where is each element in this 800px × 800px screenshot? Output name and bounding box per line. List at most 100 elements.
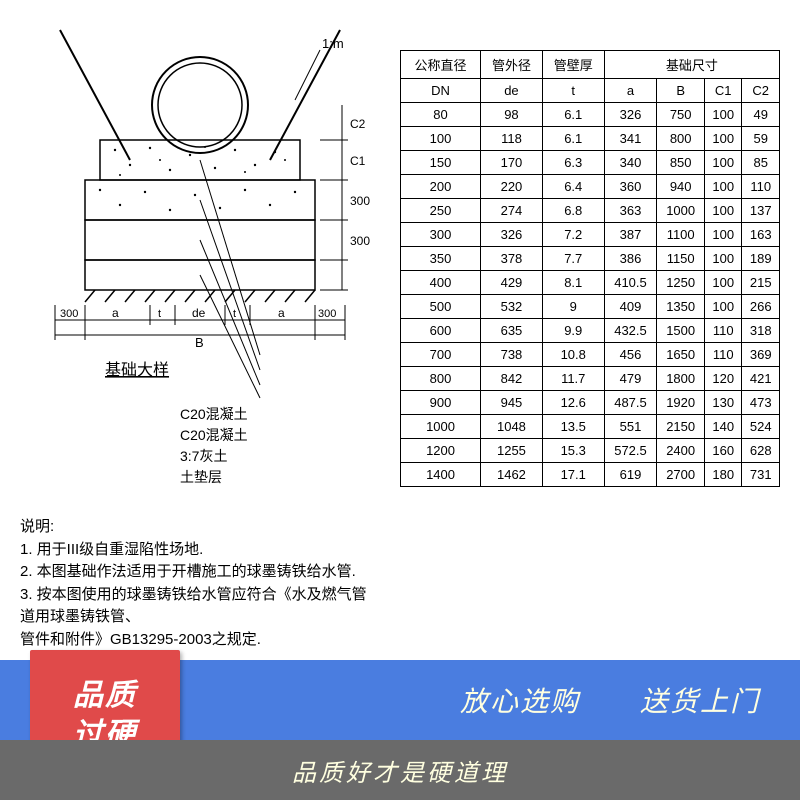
table-cell: 409	[604, 295, 657, 319]
table-cell: 945	[481, 391, 543, 415]
table-cell: 189	[742, 247, 780, 271]
th2: B	[657, 79, 705, 103]
table-cell: 1200	[401, 439, 481, 463]
notes-block: 说明: 1. 用于III级自重湿陷性场地. 2. 本图基础作法适用于开槽施工的球…	[20, 516, 380, 651]
table-cell: 2700	[657, 463, 705, 487]
table-cell: 487.5	[604, 391, 657, 415]
table-cell: 6.4	[542, 175, 604, 199]
table-cell: 137	[742, 199, 780, 223]
table-cell: 432.5	[604, 319, 657, 343]
table-row: 50053294091350100266	[401, 295, 780, 319]
table-cell: 100	[704, 271, 741, 295]
table-cell: 110	[704, 319, 741, 343]
table-cell: 49	[742, 103, 780, 127]
table-cell: 1400	[401, 463, 481, 487]
table-cell: 85	[742, 151, 780, 175]
table-cell: 1100	[657, 223, 705, 247]
table-cell: 163	[742, 223, 780, 247]
th-foundation: 基础尺寸	[604, 51, 779, 79]
table-row: 80986.132675010049	[401, 103, 780, 127]
badge-line1: 品质	[73, 676, 137, 715]
svg-text:300: 300	[350, 194, 370, 208]
table-cell: 524	[742, 415, 780, 439]
table-cell: 386	[604, 247, 657, 271]
table-cell: 118	[481, 127, 543, 151]
table-cell: 200	[401, 175, 481, 199]
table-cell: 1500	[657, 319, 705, 343]
table-cell: 378	[481, 247, 543, 271]
svg-text:B: B	[195, 335, 204, 350]
svg-text:300: 300	[350, 234, 370, 248]
table-row: 70073810.84561650110369	[401, 343, 780, 367]
table-cell: 400	[401, 271, 481, 295]
table-cell: 215	[742, 271, 780, 295]
table-cell: 100	[704, 295, 741, 319]
svg-text:C1: C1	[350, 154, 366, 168]
table-cell: 100	[401, 127, 481, 151]
table-cell: 6.1	[542, 103, 604, 127]
table-row: 3503787.73861150100189	[401, 247, 780, 271]
th2: C1	[704, 79, 741, 103]
table-cell: 7.2	[542, 223, 604, 247]
table-cell: 572.5	[604, 439, 657, 463]
table-cell: 274	[481, 199, 543, 223]
table-cell: 160	[704, 439, 741, 463]
th-de: 管外径	[481, 51, 543, 79]
table-cell: 1250	[657, 271, 705, 295]
table-cell: 300	[401, 223, 481, 247]
table-cell: 170	[481, 151, 543, 175]
th2: C2	[742, 79, 780, 103]
table-cell: 1920	[657, 391, 705, 415]
table-cell: 250	[401, 199, 481, 223]
table-cell: 1000	[657, 199, 705, 223]
table-cell: 12.6	[542, 391, 604, 415]
table-cell: 100	[704, 151, 741, 175]
table-cell: 473	[742, 391, 780, 415]
table-cell: 421	[742, 367, 780, 391]
table-cell: 10.8	[542, 343, 604, 367]
svg-text:C2: C2	[350, 117, 366, 131]
table-cell: 2150	[657, 415, 705, 439]
table-cell: 429	[481, 271, 543, 295]
table-cell: 150	[401, 151, 481, 175]
table-cell: 456	[604, 343, 657, 367]
promo-footer: 放心选购 送货上门 品质 过硬 品质好才是硬道理	[0, 660, 800, 800]
table-cell: 410.5	[604, 271, 657, 295]
svg-text:300: 300	[318, 308, 336, 320]
table-cell: 110	[742, 175, 780, 199]
scale-label: 1:m	[322, 36, 344, 51]
note-line: 2. 本图基础作法适用于开槽施工的球墨铸铁给水管.	[20, 561, 380, 584]
table-cell: 6.3	[542, 151, 604, 175]
table-cell: 363	[604, 199, 657, 223]
table-cell: 479	[604, 367, 657, 391]
table-cell: 731	[742, 463, 780, 487]
table-cell: 1800	[657, 367, 705, 391]
note-line: 管件和附件》GB13295-2003之规定.	[20, 629, 380, 652]
gray-bar: 品质好才是硬道理	[0, 740, 800, 800]
legend-item: 3:7灰土	[180, 446, 380, 467]
table-cell: 8.1	[542, 271, 604, 295]
th2: DN	[401, 79, 481, 103]
table-cell: 619	[604, 463, 657, 487]
table-cell: 1255	[481, 439, 543, 463]
table-cell: 100	[704, 247, 741, 271]
table-cell: 100	[704, 199, 741, 223]
table-cell: 750	[657, 103, 705, 127]
table-cell: 130	[704, 391, 741, 415]
legend-item: 土垫层	[180, 467, 380, 488]
table-cell: 1650	[657, 343, 705, 367]
table-row: 4004298.1410.51250100215	[401, 271, 780, 295]
table-cell: 341	[604, 127, 657, 151]
table-cell: 13.5	[542, 415, 604, 439]
table-cell: 738	[481, 343, 543, 367]
table-cell: 1000	[401, 415, 481, 439]
table-row: 1501706.334085010085	[401, 151, 780, 175]
table-cell: 800	[401, 367, 481, 391]
table-cell: 1462	[481, 463, 543, 487]
table-row: 2502746.83631000100137	[401, 199, 780, 223]
table-row: 1400146217.16192700180731	[401, 463, 780, 487]
table-cell: 842	[481, 367, 543, 391]
table-cell: 635	[481, 319, 543, 343]
table-cell: 318	[742, 319, 780, 343]
table-cell: 7.7	[542, 247, 604, 271]
